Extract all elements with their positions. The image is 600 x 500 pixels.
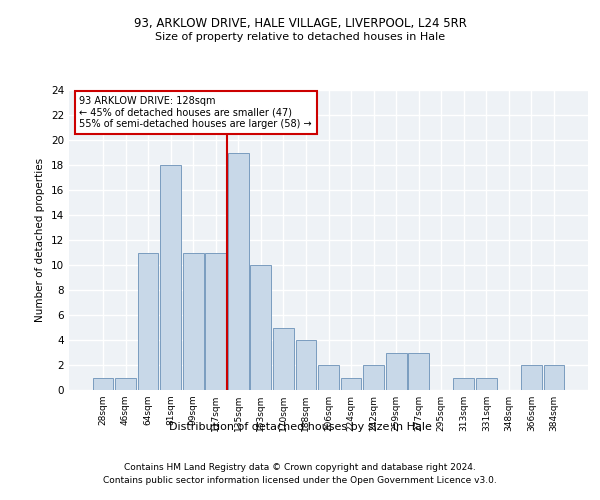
Text: Size of property relative to detached houses in Hale: Size of property relative to detached ho… <box>155 32 445 42</box>
Bar <box>273 328 294 390</box>
Bar <box>386 352 407 390</box>
Bar <box>183 252 203 390</box>
Bar <box>544 365 565 390</box>
Bar <box>521 365 542 390</box>
Bar <box>476 378 497 390</box>
Bar <box>160 165 181 390</box>
Text: Distribution of detached houses by size in Hale: Distribution of detached houses by size … <box>169 422 431 432</box>
Bar <box>318 365 339 390</box>
Bar <box>341 378 361 390</box>
Bar <box>115 378 136 390</box>
Bar <box>454 378 474 390</box>
Text: 93 ARKLOW DRIVE: 128sqm
← 45% of detached houses are smaller (47)
55% of semi-de: 93 ARKLOW DRIVE: 128sqm ← 45% of detache… <box>79 96 312 129</box>
Bar <box>205 252 226 390</box>
Text: 93, ARKLOW DRIVE, HALE VILLAGE, LIVERPOOL, L24 5RR: 93, ARKLOW DRIVE, HALE VILLAGE, LIVERPOO… <box>134 18 466 30</box>
Bar <box>363 365 384 390</box>
Bar <box>250 265 271 390</box>
Bar <box>409 352 429 390</box>
Bar <box>92 378 113 390</box>
Text: Contains HM Land Registry data © Crown copyright and database right 2024.: Contains HM Land Registry data © Crown c… <box>124 462 476 471</box>
Y-axis label: Number of detached properties: Number of detached properties <box>35 158 46 322</box>
Text: Contains public sector information licensed under the Open Government Licence v3: Contains public sector information licen… <box>103 476 497 485</box>
Bar <box>296 340 316 390</box>
Bar <box>228 152 248 390</box>
Bar <box>137 252 158 390</box>
